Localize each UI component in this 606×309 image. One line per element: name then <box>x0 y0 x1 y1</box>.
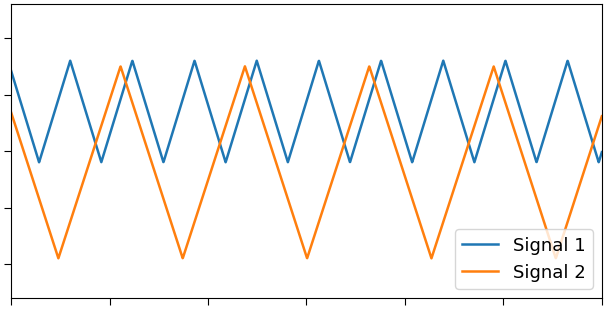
Signal 2 <box>524 167 531 171</box>
Signal 2 <box>241 65 248 68</box>
Signal 2 <box>260 122 267 125</box>
Signal 1 <box>110 120 118 123</box>
Signal 2 <box>234 87 241 91</box>
Signal 2 <box>598 114 605 118</box>
Signal 1 <box>260 81 267 84</box>
Signal 1 <box>439 59 447 62</box>
Signal 1 <box>587 134 594 138</box>
Signal 2 <box>7 111 15 114</box>
Signal 2 <box>75 194 82 198</box>
Signal 1 <box>524 129 531 133</box>
Signal 2 <box>428 256 435 260</box>
Legend: Signal 1, Signal 2: Signal 1, Signal 2 <box>455 229 593 289</box>
Signal 2 <box>110 86 117 90</box>
Line: Signal 2: Signal 2 <box>11 66 602 258</box>
Signal 1 <box>35 160 42 164</box>
Signal 1 <box>234 121 241 124</box>
Signal 1 <box>598 150 605 154</box>
Signal 1 <box>75 87 82 90</box>
Signal 1 <box>7 69 15 73</box>
Signal 2 <box>587 149 594 153</box>
Line: Signal 1: Signal 1 <box>11 61 602 162</box>
